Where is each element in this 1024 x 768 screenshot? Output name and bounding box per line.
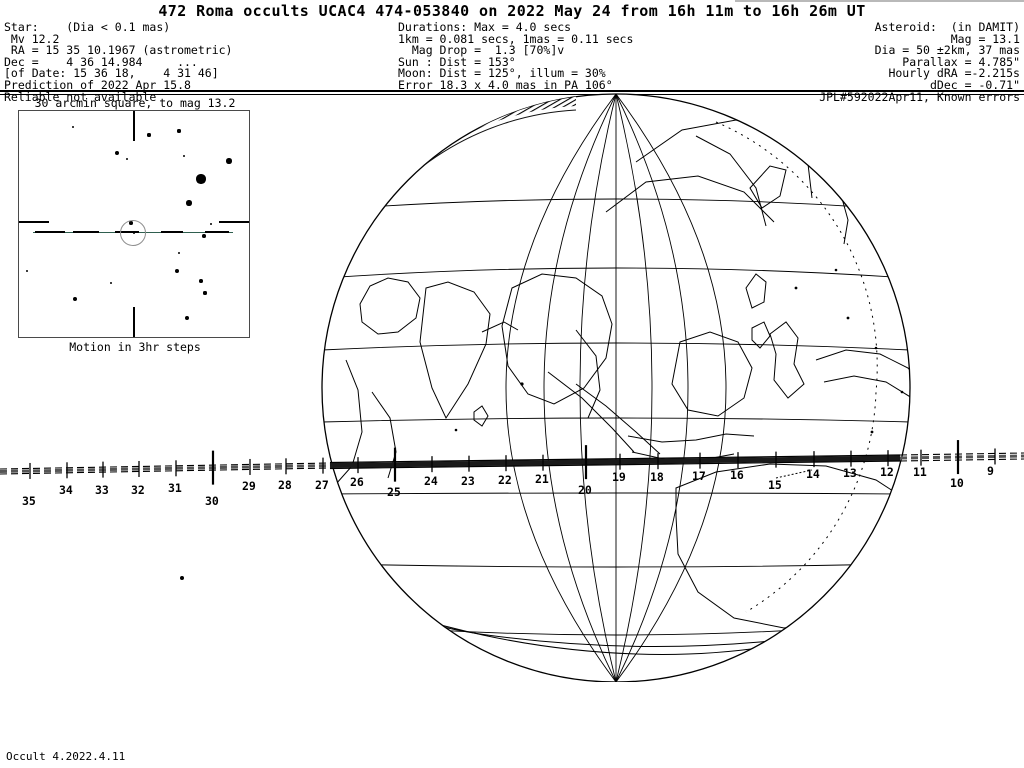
track-tick-label: 23 [461, 474, 475, 488]
star-info-line-1: Mv 12.2 [4, 31, 60, 46]
field-star [147, 133, 151, 137]
durations-info-line-1: 1km = 0.081 secs, 1mas = 0.11 secs [398, 31, 634, 46]
track-tick-label: 33 [95, 483, 109, 497]
field-star [209, 222, 213, 226]
inset-footer: Motion in 3hr steps [69, 340, 201, 354]
asteroid-info-line-3: Parallax = 4.785" [902, 54, 1020, 69]
field-star [174, 268, 180, 274]
durations-info-block: Durations: Max = 4.0 secs 1km = 0.081 sec… [398, 20, 634, 92]
island-dot [180, 576, 184, 580]
app-version-footer: Occult 4.2022.4.11 [6, 750, 126, 763]
track-solid-center [329, 454, 901, 470]
track-tick-label: 22 [498, 473, 512, 487]
track-tick-label: 20 [578, 483, 592, 497]
motion-step-4 [205, 231, 229, 234]
track-tick-label: 29 [242, 479, 256, 493]
twilight-line [715, 121, 878, 613]
asteroid-info-line-6: JPL#592022Apr11, Known errors [819, 89, 1020, 104]
track-tick-label: 15 [768, 478, 782, 492]
inset-crosshair-left [19, 221, 49, 223]
star-info-line-3: Dec = 4 36 14.984 ... [4, 54, 198, 69]
field-star [199, 279, 203, 283]
header-divider-thin [0, 94, 1024, 95]
track-dashed-right [899, 452, 1024, 462]
track-tick-label: 31 [168, 481, 182, 495]
durations-info-line-5: Error 18.3 x 4.0 mas in PA 106° [398, 77, 613, 92]
track-tick-label: 35 [22, 494, 36, 508]
field-star [177, 251, 181, 255]
field-star [196, 174, 206, 184]
track-tick-label: 9 [987, 464, 994, 478]
track-svg [0, 440, 1024, 485]
track-tick-label: 18 [650, 470, 664, 484]
track-tick-label: 28 [278, 478, 292, 492]
track-tick-label: 11 [913, 465, 927, 479]
track-tickmarks [29, 440, 996, 485]
durations-info-line-2: Mag Drop = 1.3 [70%]v [398, 43, 565, 58]
track-tick-label: 10 [950, 476, 964, 490]
top-faint-rule [735, 0, 1024, 2]
field-star [226, 158, 232, 164]
motion-step-3 [161, 231, 183, 234]
inset-crosshair-top [133, 111, 135, 141]
field-star [185, 316, 189, 320]
track-tick-label: 16 [730, 468, 744, 482]
track-tick-label: 17 [692, 469, 706, 483]
globe-svg [321, 93, 911, 683]
asteroid-info-block: Asteroid: (in DAMIT) Mag = 13.1 Dia = 50 ±… [819, 20, 1020, 104]
track-tick-label: 21 [535, 472, 549, 486]
world-globe-map [276, 92, 956, 683]
field-star [202, 234, 206, 238]
star-info-line-4: [of Date: 15 36 18, 4 31 46] [4, 66, 219, 81]
asteroid-info-line-2: Dia = 50 ±2km, 37 mas [874, 43, 1020, 58]
field-star [71, 125, 75, 129]
field-star [114, 150, 120, 156]
track-tick-label: 14 [806, 467, 820, 481]
field-star [109, 281, 113, 285]
header-divider-thick [0, 90, 1024, 92]
inset-crosshair-right [219, 221, 249, 223]
target-star-circle [120, 220, 146, 246]
track-tick-label: 30 [205, 494, 219, 508]
meridians [505, 94, 727, 682]
track-tick-label: 12 [880, 465, 894, 479]
asteroid-info-line-0: Asteroid: (in DAMIT) [874, 20, 1020, 34]
star-info-line-2: RA = 15 35 10.1967 (astrometric) [4, 43, 233, 58]
field-star [186, 200, 192, 206]
page-title: 472 Roma occults UCAC4 474-053840 on 202… [158, 2, 866, 20]
star-field-inset [18, 110, 250, 338]
track-tick-label: 34 [59, 483, 73, 497]
field-star [203, 291, 207, 295]
track-tick-label: 13 [843, 466, 857, 480]
field-star [73, 297, 77, 301]
star-info-line-6: Reliable not available [4, 89, 157, 104]
field-star [182, 154, 186, 158]
track-dashed-left [0, 462, 331, 475]
inset-caption: 30 arcmin square, to mag 13.2 [34, 96, 236, 110]
durations-info-line-0: Durations: Max = 4.0 secs [398, 20, 572, 34]
durations-info-line-4: Moon: Dist = 125°, illum = 30% [398, 66, 606, 81]
track-tick-label: 32 [131, 483, 145, 497]
occultation-track [0, 430, 1024, 500]
asteroid-info-line-4: Hourly dRA =-2.215s [888, 66, 1020, 81]
star-info-line-0: Star: (Dia < 0.1 mas) [4, 20, 171, 34]
field-star [177, 129, 181, 133]
motion-step-1 [73, 231, 99, 234]
asteroid-info-line-1: Mag = 13.1 [950, 31, 1020, 46]
inset-crosshair-bottom [133, 307, 135, 337]
track-tick-label: 25 [387, 485, 401, 499]
star-info-block: Star: (Dia < 0.1 mas) Mv 12.2 RA = 15 35… [4, 20, 233, 104]
track-tick-label: 19 [612, 470, 626, 484]
track-tick-label: 27 [315, 478, 329, 492]
motion-step-0 [35, 231, 65, 234]
field-star [125, 157, 129, 161]
asteroid-info-line-5: dDec = -0.71" [929, 77, 1020, 92]
field-star [25, 269, 29, 273]
star-info-line-5: Prediction of 2022 Apr 15.8 [4, 77, 191, 92]
track-tick-label: 24 [424, 474, 438, 488]
track-tick-label: 26 [350, 475, 364, 489]
durations-info-line-3: Sun : Dist = 153° [398, 54, 516, 69]
